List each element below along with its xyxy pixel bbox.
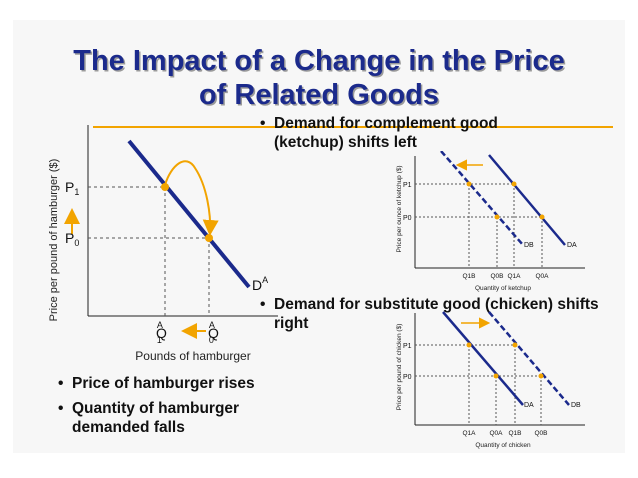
chicken-q0b-label: Q0B [534, 430, 547, 437]
bullet-substitute: • Demand for substitute good (chicken) s… [260, 296, 599, 332]
chicken-q0a-label: Q0A [489, 430, 503, 437]
ketchup-point-3 [511, 181, 517, 187]
chicken-db-label: DB [571, 402, 581, 409]
ketchup-curve-db [440, 151, 524, 246]
chicken-p1-label: P1 [403, 343, 412, 350]
ketchup-y-label: Price per ounce of ketchup ($) [396, 165, 403, 252]
point-p1-q1 [161, 183, 169, 191]
ketchup-point-1 [466, 181, 472, 187]
chicken-da-label: DA [524, 402, 534, 409]
ketchup-x-label: Quantity of ketchup [475, 285, 531, 292]
price-change-arrow [164, 160, 219, 236]
chicken-point-2 [493, 373, 499, 379]
p1-label: P1 [65, 179, 79, 197]
ketchup-da-label: DA [567, 242, 577, 249]
y-axis-label: Price per pound of hamburger ($) [48, 159, 60, 322]
ketchup-p0-label: P0 [403, 215, 412, 222]
q0-label: QA 0 [208, 320, 219, 345]
ketchup-p1-label: P1 [403, 182, 412, 189]
bullet-price-rises: • Price of hamburger rises [58, 375, 255, 392]
chicken-point-3 [512, 342, 518, 348]
q1-label: QA 1 [156, 320, 167, 345]
chicken-curve-db [488, 311, 570, 406]
ketchup-demand-graph: Price per ounce of ketchup ($) P1 P0 DB … [396, 151, 585, 292]
chicken-curve-da [442, 311, 524, 406]
slide: The Impact of a Change in the Price of R… [13, 20, 625, 453]
title-line-2: of Related Goods [198, 79, 440, 111]
bullet-quantity-falls: • Quantity of hamburger demanded falls [58, 400, 240, 436]
slide-title: The Impact of a Change in the Price of R… [13, 44, 625, 112]
chicken-q1a-label: Q1A [462, 430, 476, 437]
da-label: DA [252, 275, 268, 293]
chicken-q1b-label: Q1B [508, 430, 521, 437]
ketchup-point-4 [539, 214, 545, 220]
ketchup-curve-da [488, 154, 566, 246]
chicken-x-label: Quantity of chicken [475, 442, 531, 449]
hamburger-demand-graph: Price per pound of hamburger ($) P1 P0 Q… [48, 125, 278, 363]
point-p0-q0 [205, 234, 213, 242]
chicken-y-label: Price per pound of chicken ($) [396, 324, 403, 411]
title-line-1: The Impact of a Change in the Price [73, 45, 565, 77]
chicken-point-1 [466, 342, 472, 348]
ketchup-db-label: DB [524, 242, 534, 249]
ketchup-q1b-label: Q1B [462, 273, 475, 280]
chicken-p0-label: P0 [403, 374, 412, 381]
ketchup-point-2 [494, 214, 500, 220]
bullet-complement: • Demand for complement good (ketchup) s… [260, 115, 498, 151]
ketchup-q1a-label: Q1A [507, 273, 521, 280]
title-divider [93, 126, 613, 128]
demand-curve-da [127, 139, 251, 289]
p0-label: P0 [65, 230, 79, 248]
ketchup-q0b-label: Q0B [490, 273, 503, 280]
chicken-demand-graph: Price per pound of chicken ($) P1 P0 DA … [396, 311, 585, 449]
chicken-point-4 [538, 373, 544, 379]
ketchup-q0a-label: Q0A [535, 273, 549, 280]
x-axis-label: Pounds of hamburger [135, 349, 250, 363]
